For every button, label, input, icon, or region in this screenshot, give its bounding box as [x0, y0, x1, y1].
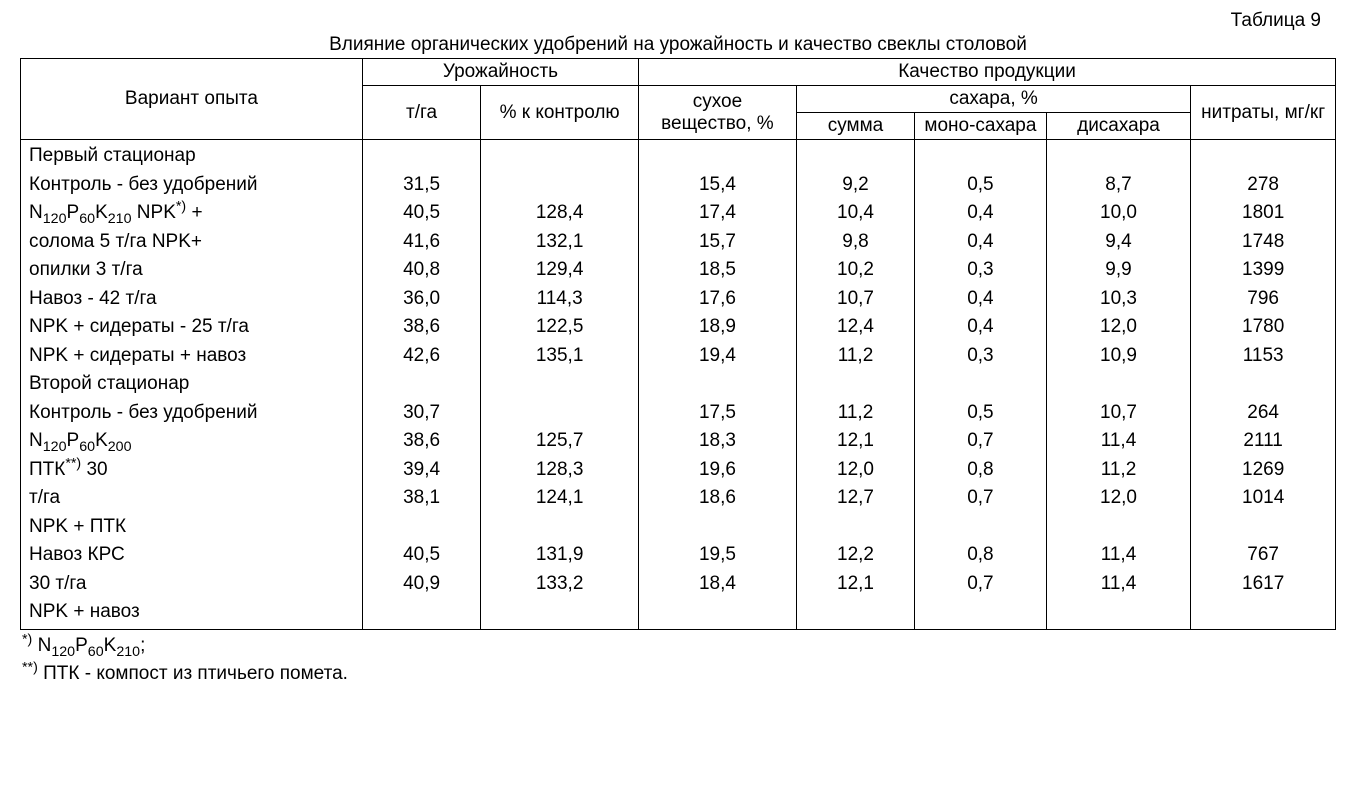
header-di: дисахара	[1046, 113, 1191, 140]
cell-mono: 0,50,40,40,30,40,40,3 0,50,70,80,7 0,80,…	[915, 140, 1047, 630]
header-pct-control: % к контролю	[481, 86, 639, 140]
data-table: Вариант опыта Урожайность Качество проду…	[20, 58, 1336, 630]
footnote-1-mark: *)	[22, 631, 32, 647]
footnote-1-text: N120P60K210;	[38, 635, 146, 656]
header-yield: Урожайность	[362, 59, 638, 86]
cell-di: 8,710,09,49,910,312,010,9 10,711,411,212…	[1046, 140, 1191, 630]
header-variant: Вариант опыта	[21, 59, 363, 140]
header-tga: т/га	[362, 86, 480, 140]
cell-dry: 15,417,415,718,517,618,919,4 17,518,319,…	[639, 140, 797, 630]
header-sugars: сахара, %	[796, 86, 1190, 113]
footnote-1: *) N120P60K210;	[22, 632, 1336, 661]
table-caption: Влияние органических удобрений на урожай…	[20, 34, 1336, 56]
table-row: Первый стационарКонтроль - без удобрений…	[21, 140, 1336, 630]
header-mono: моно-сахара	[915, 113, 1047, 140]
footnote-2-text: ПТК - компост из птичьего помета.	[43, 663, 348, 684]
cell-nitrates: 27818011748139979617801153 2642111126910…	[1191, 140, 1336, 630]
table-header: Вариант опыта Урожайность Качество проду…	[21, 59, 1336, 140]
table-body: Первый стационарКонтроль - без удобрений…	[21, 140, 1336, 630]
header-sum: сумма	[796, 113, 914, 140]
cell-tga: 31,540,541,640,836,038,642,6 30,738,639,…	[362, 140, 480, 630]
cell-sum: 9,210,49,810,210,712,411,2 11,212,112,01…	[796, 140, 914, 630]
footnote-2-mark: **)	[22, 660, 38, 676]
footnote-2: **) ПТК - компост из птичьего помета.	[22, 660, 1336, 689]
footnotes: *) N120P60K210; **) ПТК - компост из пти…	[20, 632, 1336, 689]
header-dry-matter: сухое вещество, %	[639, 86, 797, 140]
header-quality: Качество продукции	[639, 59, 1336, 86]
cell-pct: 128,4132,1129,4114,3122,5135,1 125,7128,…	[481, 140, 639, 630]
cell-variant: Первый стационарКонтроль - без удобрений…	[21, 140, 363, 630]
table-number-label: Таблица 9	[20, 10, 1336, 32]
header-nitrates: нитраты, мг/кг	[1191, 86, 1336, 140]
